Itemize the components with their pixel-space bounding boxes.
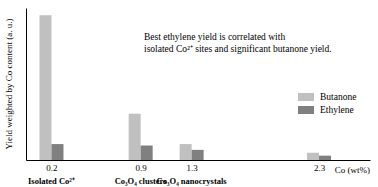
region-label: Isolated Co²⁺ <box>28 176 75 186</box>
y-axis <box>26 9 27 161</box>
x-axis-line <box>27 160 371 161</box>
bar <box>129 114 141 160</box>
legend-label: Butanone <box>320 92 356 102</box>
bar <box>180 144 192 160</box>
x-tick: 2.3 <box>314 160 326 173</box>
bar <box>307 153 319 160</box>
x-tick: 0.9 <box>136 160 148 173</box>
legend-item: Butanone <box>298 92 356 102</box>
bar <box>192 150 204 160</box>
legend: Butanone Ethylene <box>298 92 356 115</box>
x-tick: 1.3 <box>187 160 199 173</box>
x-axis-title: Co (wt%) <box>335 165 370 175</box>
y-axis-title: Yield weighted by Co content (a. u.) <box>4 19 14 150</box>
x-tick-label: 2.3 <box>314 163 326 173</box>
x-tick: 0.2 <box>46 160 57 173</box>
x-tick-label: 1.3 <box>187 163 199 173</box>
legend-item: Ethylene <box>298 105 354 115</box>
annotation: isolated Co²⁺ sites and significant buta… <box>144 44 332 54</box>
bars <box>39 15 331 160</box>
bar <box>39 15 51 160</box>
bar <box>141 146 153 160</box>
bar <box>51 144 63 160</box>
legend-swatch <box>298 93 314 101</box>
chart: 0.20.91.32.3Co (wt%)Isolated Co²⁺Co₃O₄ c… <box>0 0 378 187</box>
x-axis: 0.2 0.9 1.3 2.3 <box>27 160 371 173</box>
y-axis-line <box>26 9 27 161</box>
plot: 0.20.91.32.3Co (wt%)Isolated Co²⁺Co₃O₄ c… <box>27 9 371 187</box>
annotation: Best ethylene yield is correlated with <box>144 32 285 42</box>
legend-label: Ethylene <box>320 105 354 115</box>
region-label: Co₃O₄ nanocrystals <box>157 176 228 186</box>
legend-swatch <box>298 106 314 114</box>
x-tick-label: 0.2 <box>46 163 57 173</box>
x-tick-label: 0.9 <box>136 163 148 173</box>
bar <box>319 156 331 160</box>
